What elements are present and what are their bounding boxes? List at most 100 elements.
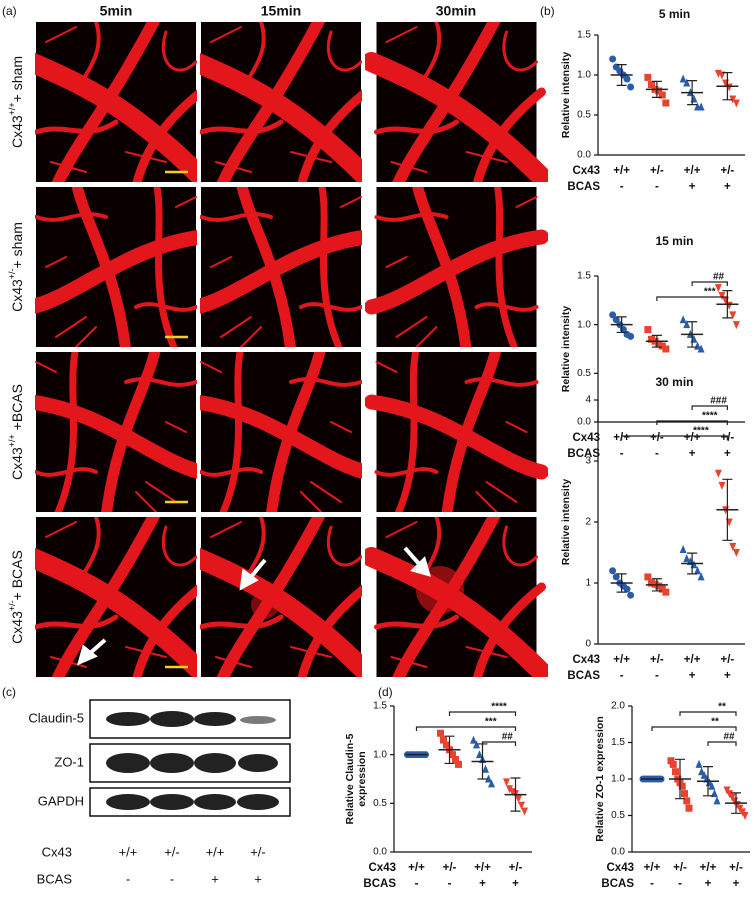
blot-row-label: + bbox=[211, 871, 219, 886]
data-point bbox=[609, 567, 617, 575]
y-tick-label: 2.0 bbox=[611, 701, 625, 712]
group-label: - bbox=[655, 670, 659, 682]
y-tick-label: 0.0 bbox=[577, 417, 591, 428]
row-label-sup: +/+ bbox=[7, 434, 17, 447]
dot-plot: 0.0 0.5 1.0 1.5 2.0 Relative ZO-1 expression C… bbox=[594, 701, 750, 890]
data-point bbox=[518, 801, 525, 810]
data-point bbox=[683, 78, 691, 87]
error-bar bbox=[651, 334, 662, 348]
error-bar bbox=[651, 578, 662, 592]
significance-label: ** bbox=[718, 702, 726, 713]
data-point bbox=[627, 332, 635, 340]
significance-label: ### bbox=[710, 396, 727, 407]
error-bar bbox=[510, 777, 521, 812]
significance-label: **** bbox=[491, 702, 507, 713]
data-point bbox=[612, 573, 620, 581]
data-point bbox=[644, 573, 652, 581]
y-tick-label: 1.5 bbox=[577, 30, 591, 41]
group-label: + bbox=[689, 181, 696, 193]
significance-bracket bbox=[415, 726, 517, 731]
error-bar bbox=[616, 63, 627, 86]
group-label: +/- bbox=[650, 654, 664, 666]
data-point bbox=[732, 321, 740, 330]
y-tick-label: 0 bbox=[585, 639, 591, 650]
group-label: +/+ bbox=[684, 654, 701, 666]
group-label: - bbox=[415, 878, 419, 890]
data-point bbox=[685, 804, 693, 812]
data-point bbox=[695, 759, 703, 768]
y-axis-label: Relative ZO-1 expression bbox=[594, 716, 606, 841]
y-axis-label: Relative intensity bbox=[560, 52, 572, 139]
data-point bbox=[658, 585, 666, 593]
significance-bracket bbox=[656, 420, 728, 425]
y-tick-label: 0.0 bbox=[373, 847, 387, 858]
data-point bbox=[697, 344, 705, 353]
group-name: Cx43 bbox=[573, 432, 601, 444]
group-label: - bbox=[650, 878, 654, 890]
data-point bbox=[725, 518, 733, 527]
group-label: + bbox=[689, 670, 696, 682]
y-tick-label: 4 bbox=[585, 395, 591, 406]
y-tick-label: 1 bbox=[585, 578, 591, 589]
data-point bbox=[655, 87, 663, 95]
data-point bbox=[609, 311, 617, 319]
significance-label: *** bbox=[485, 717, 497, 728]
error-bar bbox=[675, 758, 685, 800]
y-tick-label: 0.5 bbox=[373, 798, 387, 809]
group-name: BCAS bbox=[567, 448, 600, 460]
data-point bbox=[718, 481, 726, 490]
data-point bbox=[708, 781, 716, 790]
data-point bbox=[623, 585, 631, 593]
row-label: Cx43+/++ sham bbox=[7, 56, 24, 148]
group-label: +/+ bbox=[613, 654, 630, 666]
blot bbox=[89, 699, 291, 817]
data-point bbox=[647, 335, 655, 343]
error-bar bbox=[722, 290, 733, 319]
blot-row-label: +/- bbox=[250, 844, 266, 859]
data-point bbox=[662, 588, 670, 596]
data-point bbox=[729, 95, 737, 104]
row-label-base: Cx43 bbox=[9, 279, 25, 312]
significance-bracket bbox=[448, 711, 517, 716]
image-grid bbox=[31, 17, 542, 682]
chart-title: 5 min bbox=[659, 7, 690, 21]
significance-label: **** bbox=[693, 426, 709, 437]
column-header: 5min bbox=[100, 3, 133, 19]
row-label: Cx43+/-+ BCAS bbox=[7, 550, 24, 644]
significance-label: ** bbox=[711, 717, 719, 728]
data-point bbox=[725, 83, 733, 92]
data-point bbox=[488, 779, 495, 788]
group-label: +/- bbox=[721, 165, 735, 177]
y-tick-label: 0.5 bbox=[577, 368, 591, 379]
significance-label: ## bbox=[713, 272, 725, 283]
data-point bbox=[627, 83, 635, 91]
data-point bbox=[647, 579, 655, 587]
blot-row-label: + bbox=[254, 871, 262, 886]
band-label: ZO-1 bbox=[54, 754, 84, 769]
group-label: + bbox=[705, 878, 712, 890]
blot-row-label: +/- bbox=[164, 844, 180, 859]
group-label: + bbox=[479, 878, 486, 890]
error-bar bbox=[731, 792, 741, 814]
data-point bbox=[473, 740, 480, 749]
group-name: Cx43 bbox=[573, 165, 601, 177]
error-bar bbox=[687, 552, 698, 575]
y-tick-label: 2 bbox=[585, 517, 591, 528]
data-point bbox=[729, 542, 737, 551]
panel-label: (d) bbox=[378, 685, 393, 699]
significance-label: **** bbox=[702, 411, 718, 422]
y-tick-label: 1.5 bbox=[373, 701, 387, 712]
group-label: - bbox=[655, 448, 659, 460]
data-point bbox=[714, 284, 722, 293]
data-point bbox=[662, 345, 670, 353]
error-bar bbox=[687, 80, 698, 106]
y-tick-label: 0.5 bbox=[577, 110, 591, 121]
error-bar bbox=[616, 316, 627, 334]
data-point bbox=[655, 340, 663, 348]
data-point bbox=[644, 326, 652, 334]
group-name: BCAS bbox=[567, 670, 600, 682]
data-point bbox=[681, 790, 688, 798]
data-point bbox=[718, 71, 726, 80]
data-point bbox=[683, 797, 691, 805]
